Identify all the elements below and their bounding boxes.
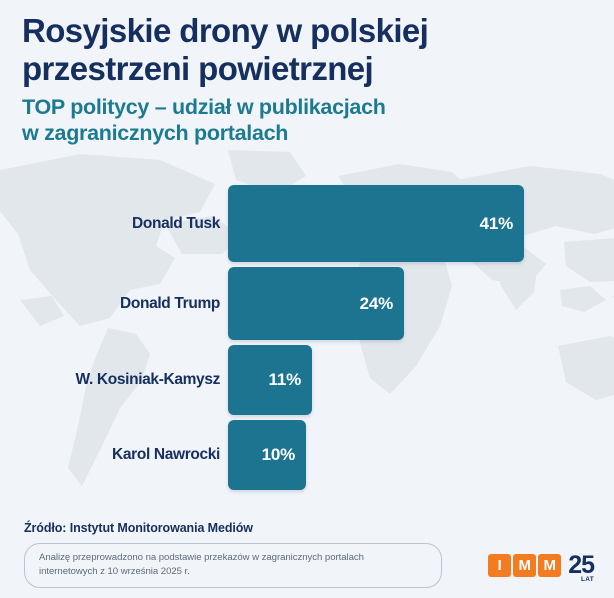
source-line: Źródło: Instytut Monitorowania Mediów <box>24 521 253 536</box>
bar-chart: Donald Tusk 41% Donald Trump 24% W. Kosi… <box>0 178 614 498</box>
logo-anniversary-number: 25 <box>568 551 595 580</box>
bar-row: Karol Nawrocki 10% <box>0 420 614 490</box>
bar-label: Karol Nawrocki <box>112 446 220 463</box>
bar-donald-trump[interactable]: 24% <box>228 267 404 340</box>
bar-value: 24% <box>359 293 394 313</box>
methodology-note-line-2: internetowych z 10 września 2025 r. <box>39 566 190 578</box>
bar-value: 41% <box>479 213 514 233</box>
subtitle-line-1: TOP politycy – udział w publikacjach <box>22 95 386 120</box>
title-line-1: Rosyjskie drony w polskiej <box>22 12 429 49</box>
logo-anniversary-label: LAT <box>580 575 594 583</box>
bar-row: W. Kosiniak-Kamysz 11% <box>0 345 614 415</box>
bar-track: 24% <box>228 267 614 340</box>
footer: Źródło: Instytut Monitorowania Mediów An… <box>0 521 614 598</box>
bar-value: 10% <box>261 445 296 464</box>
bar-karol-nawrocki[interactable]: 10% <box>228 420 306 490</box>
logo-anniversary: 25 LAT <box>568 551 595 583</box>
page-subtitle: TOP politycy – udział w publikacjach w z… <box>22 95 592 146</box>
logo-letter-m-2: M <box>538 554 562 578</box>
methodology-note-line-1: Analizę przeprowadzono na podstawie prze… <box>39 552 364 564</box>
bar-label: W. Kosiniak-Kamysz <box>75 371 221 388</box>
methodology-note: Analizę przeprowadzono na podstawie prze… <box>24 543 442 588</box>
header: Rosyjskie drony w polskiej przestrzeni p… <box>0 0 614 146</box>
title-line-2: przestrzeni powietrznej <box>22 49 374 87</box>
bar-row: Donald Trump 24% <box>0 267 614 340</box>
bar-track: 41% <box>228 185 614 262</box>
subtitle-line-2: w zagranicznych portalach <box>22 120 289 145</box>
logo-letter-m-1: M <box>513 554 537 578</box>
bar-w-kosiniak-kamysz[interactable]: 11% <box>228 345 312 415</box>
bar-value: 11% <box>268 370 302 389</box>
bar-donald-tusk[interactable]: 41% <box>228 185 524 262</box>
bar-row: Donald Tusk 41% <box>0 185 614 262</box>
imm-logo: I M M 25 LAT <box>488 551 595 583</box>
bar-label: Donald Trump <box>120 294 220 312</box>
bar-label: Donald Tusk <box>131 214 220 232</box>
footer-bottom-row: Analizę przeprowadzono na podstawie prze… <box>0 543 614 598</box>
bar-track: 10% <box>228 420 614 490</box>
logo-letter-i: I <box>488 554 512 578</box>
page-title: Rosyjskie drony w polskiej przestrzeni p… <box>22 12 592 87</box>
bar-track: 11% <box>228 345 614 415</box>
